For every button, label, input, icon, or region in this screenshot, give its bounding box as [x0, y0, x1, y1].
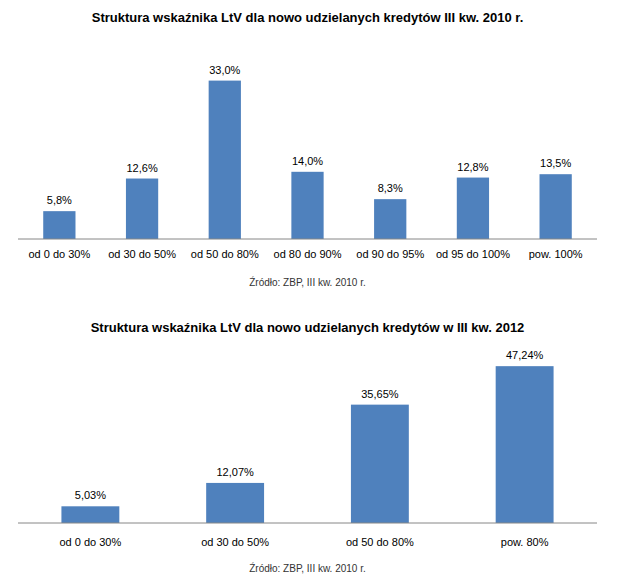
- bar: [206, 483, 264, 523]
- category-label: od 0 do 30%: [28, 248, 90, 260]
- category-label: od 50 do 80%: [191, 248, 259, 260]
- title: Struktura wskaźnika LtV dla nowo udziela…: [92, 10, 524, 25]
- bar: [540, 174, 572, 239]
- data-label: 5,8%: [47, 194, 72, 206]
- category-label: od 90 do 95%: [356, 248, 424, 260]
- data-label: 5,03%: [75, 489, 106, 501]
- bar: [126, 179, 158, 239]
- bar: [291, 172, 323, 239]
- data-label: 12,6%: [126, 162, 157, 174]
- source: Źródło: ZBP, III kw. 2010 r.: [249, 562, 366, 574]
- category-label: pow. 100%: [529, 248, 583, 260]
- category-label: od 50 do 80%: [346, 536, 414, 548]
- category-label: od 30 do 50%: [108, 248, 176, 260]
- data-label: 14,0%: [292, 155, 323, 167]
- category-label: od 0 do 30%: [59, 536, 121, 548]
- chart: Struktura wskaźnika LtV dla nowo udziela…: [18, 320, 597, 574]
- x-axis: [18, 239, 597, 240]
- data-label: 47,24%: [506, 349, 544, 361]
- bar: [209, 81, 241, 239]
- title: Struktura wskaźnika LtV dla nowo udziela…: [91, 320, 525, 335]
- bar: [351, 405, 409, 523]
- charts: Struktura wskaźnika LtV dla nowo udziela…: [0, 0, 637, 579]
- category-label: od 80 do 90%: [274, 248, 342, 260]
- data-label: 12,07%: [216, 466, 254, 478]
- bar: [61, 506, 119, 523]
- bars: [61, 366, 553, 523]
- data-label: 33,0%: [209, 64, 240, 76]
- data-label: 13,5%: [540, 157, 571, 169]
- source: Źródło: ZBP, III kw. 2010 r.: [249, 276, 366, 288]
- x-axis: [18, 523, 597, 524]
- bar: [374, 199, 406, 239]
- category-label: od 30 do 50%: [201, 536, 269, 548]
- bar: [457, 178, 489, 239]
- data-label: 12,8%: [457, 161, 488, 173]
- bar: [43, 211, 75, 239]
- bar: [496, 366, 554, 523]
- category-label: pow. 80%: [501, 536, 549, 548]
- category-label: od 95 do 100%: [436, 248, 510, 260]
- data-label: 8,3%: [378, 182, 403, 194]
- bars: [43, 81, 572, 239]
- chart: Struktura wskaźnika LtV dla nowo udziela…: [18, 10, 597, 288]
- data-label: 35,65%: [361, 388, 399, 400]
